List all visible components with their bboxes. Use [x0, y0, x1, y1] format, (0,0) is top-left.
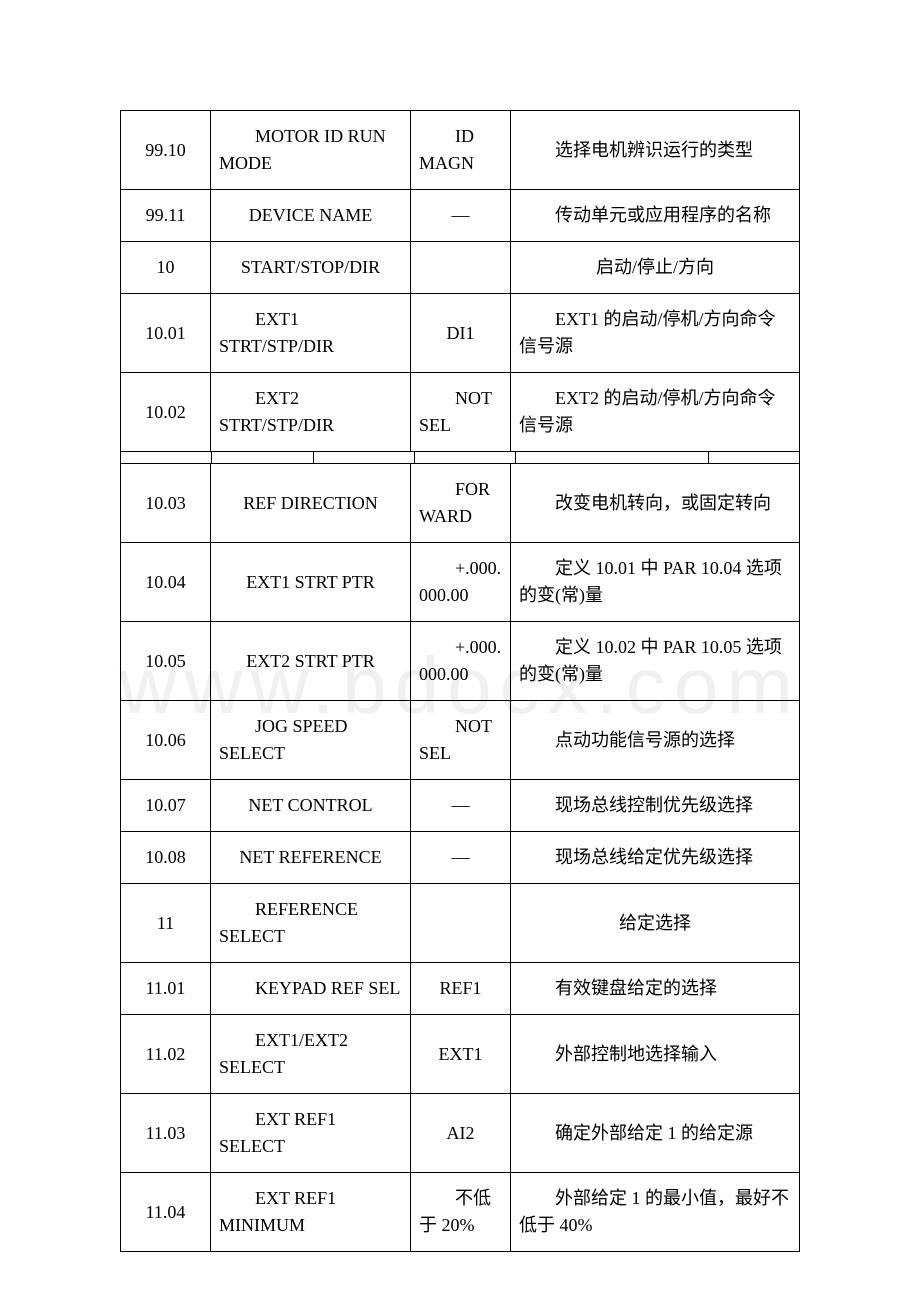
param-desc: 外部控制地选择输入 — [511, 1015, 800, 1094]
param-code: 10.06 — [121, 701, 211, 780]
param-desc: 选择电机辨识运行的类型 — [511, 111, 800, 190]
parameter-table-2: 10.03 REF DIRECTION FOR WARD 改变电机转向，或固定转… — [120, 463, 800, 1252]
param-name: NET REFERENCE — [211, 832, 411, 884]
param-code: 11.02 — [121, 1015, 211, 1094]
param-name: EXT2 STRT/STP/DIR — [211, 373, 411, 452]
table-row: 11 REFERENCE SELECT 给定选择 — [121, 884, 800, 963]
param-code: 10.07 — [121, 780, 211, 832]
param-default — [411, 242, 511, 294]
table-row: 10.08 NET REFERENCE — 现场总线给定优先级选择 — [121, 832, 800, 884]
param-default: +.000. 000.00 — [411, 622, 511, 701]
param-code: 10.05 — [121, 622, 211, 701]
param-default: REF1 — [411, 963, 511, 1015]
table-row: 11.01 KEYPAD REF SEL REF1 有效键盘给定的选择 — [121, 963, 800, 1015]
table-row: 11.03 EXT REF1 SELECT AI2 确定外部给定 1 的给定源 — [121, 1094, 800, 1173]
param-desc: 启动/停止/方向 — [511, 242, 800, 294]
param-desc: 改变电机转向，或固定转向 — [511, 464, 800, 543]
param-code: 10.03 — [121, 464, 211, 543]
table-row: 11.02 EXT1/EXT2 SELECT EXT1 外部控制地选择输入 — [121, 1015, 800, 1094]
param-name: MOTOR ID RUN MODE — [211, 111, 411, 190]
param-default: ID MAGN — [411, 111, 511, 190]
param-code: 10.08 — [121, 832, 211, 884]
param-default — [411, 884, 511, 963]
param-code: 11 — [121, 884, 211, 963]
param-desc: 外部给定 1 的最小值，最好不低于 40% — [511, 1173, 800, 1252]
table-row: 11.04 EXT REF1 MINIMUM 不低于 20% 外部给定 1 的最… — [121, 1173, 800, 1252]
table-row: 10 START/STOP/DIR 启动/停止/方向 — [121, 242, 800, 294]
param-default: AI2 — [411, 1094, 511, 1173]
param-default: NOT SEL — [411, 373, 511, 452]
table-row: 10.02 EXT2 STRT/STP/DIR NOT SEL EXT2 的启动… — [121, 373, 800, 452]
param-default: — — [411, 780, 511, 832]
param-name: EXT REF1 SELECT — [211, 1094, 411, 1173]
param-name: EXT REF1 MINIMUM — [211, 1173, 411, 1252]
param-name: REF DIRECTION — [211, 464, 411, 543]
table-row: 10.06 JOG SPEED SELECT NOT SEL 点动功能信号源的选… — [121, 701, 800, 780]
table-row: 10.01 EXT1 STRT/STP/DIR DI1 EXT1 的启动/停机/… — [121, 294, 800, 373]
table-row: 10.07 NET CONTROL — 现场总线控制优先级选择 — [121, 780, 800, 832]
param-desc: 确定外部给定 1 的给定源 — [511, 1094, 800, 1173]
param-code: 11.01 — [121, 963, 211, 1015]
param-desc: 定义 10.01 中 PAR 10.04 选项的变(常)量 — [511, 543, 800, 622]
param-default: 不低于 20% — [411, 1173, 511, 1252]
param-desc: EXT2 的启动/停机/方向命令信号源 — [511, 373, 800, 452]
spacer-cell — [516, 452, 709, 464]
param-code: 99.10 — [121, 111, 211, 190]
param-desc: 点动功能信号源的选择 — [511, 701, 800, 780]
param-desc: 有效键盘给定的选择 — [511, 963, 800, 1015]
param-name: NET CONTROL — [211, 780, 411, 832]
param-default: — — [411, 190, 511, 242]
param-desc: 定义 10.02 中 PAR 10.05 选项的变(常)量 — [511, 622, 800, 701]
param-code: 10.02 — [121, 373, 211, 452]
param-code: 11.04 — [121, 1173, 211, 1252]
spacer-row — [121, 452, 800, 464]
param-desc: 现场总线给定优先级选择 — [511, 832, 800, 884]
table-row: 99.11 DEVICE NAME — 传动单元或应用程序的名称 — [121, 190, 800, 242]
param-desc: EXT1 的启动/停机/方向命令信号源 — [511, 294, 800, 373]
param-default: DI1 — [411, 294, 511, 373]
param-name: EXT1 STRT/STP/DIR — [211, 294, 411, 373]
param-name: START/STOP/DIR — [211, 242, 411, 294]
param-desc: 传动单元或应用程序的名称 — [511, 190, 800, 242]
table-row: 10.04 EXT1 STRT PTR +.000. 000.00 定义 10.… — [121, 543, 800, 622]
param-default: EXT1 — [411, 1015, 511, 1094]
param-name: KEYPAD REF SEL — [211, 963, 411, 1015]
spacer-cell — [708, 452, 799, 464]
param-name: REFERENCE SELECT — [211, 884, 411, 963]
spacer-cell — [212, 452, 313, 464]
param-default: +.000. 000.00 — [411, 543, 511, 622]
param-code: 10.01 — [121, 294, 211, 373]
param-code: 11.03 — [121, 1094, 211, 1173]
param-name: JOG SPEED SELECT — [211, 701, 411, 780]
table-row: 10.03 REF DIRECTION FOR WARD 改变电机转向，或固定转… — [121, 464, 800, 543]
param-code: 10.04 — [121, 543, 211, 622]
spacer-cell — [313, 452, 414, 464]
param-default: NOT SEL — [411, 701, 511, 780]
table-row: 10.05 EXT2 STRT PTR +.000. 000.00 定义 10.… — [121, 622, 800, 701]
parameter-table: 99.10 MOTOR ID RUN MODE ID MAGN 选择电机辨识运行… — [120, 110, 800, 452]
param-default: — — [411, 832, 511, 884]
param-name: DEVICE NAME — [211, 190, 411, 242]
spacer-cell — [414, 452, 515, 464]
param-desc: 给定选择 — [511, 884, 800, 963]
spacer-cell — [121, 452, 212, 464]
table-row: 99.10 MOTOR ID RUN MODE ID MAGN 选择电机辨识运行… — [121, 111, 800, 190]
param-name: EXT1 STRT PTR — [211, 543, 411, 622]
param-code: 10 — [121, 242, 211, 294]
param-default: FOR WARD — [411, 464, 511, 543]
param-name: EXT2 STRT PTR — [211, 622, 411, 701]
param-name: EXT1/EXT2 SELECT — [211, 1015, 411, 1094]
param-desc: 现场总线控制优先级选择 — [511, 780, 800, 832]
param-code: 99.11 — [121, 190, 211, 242]
